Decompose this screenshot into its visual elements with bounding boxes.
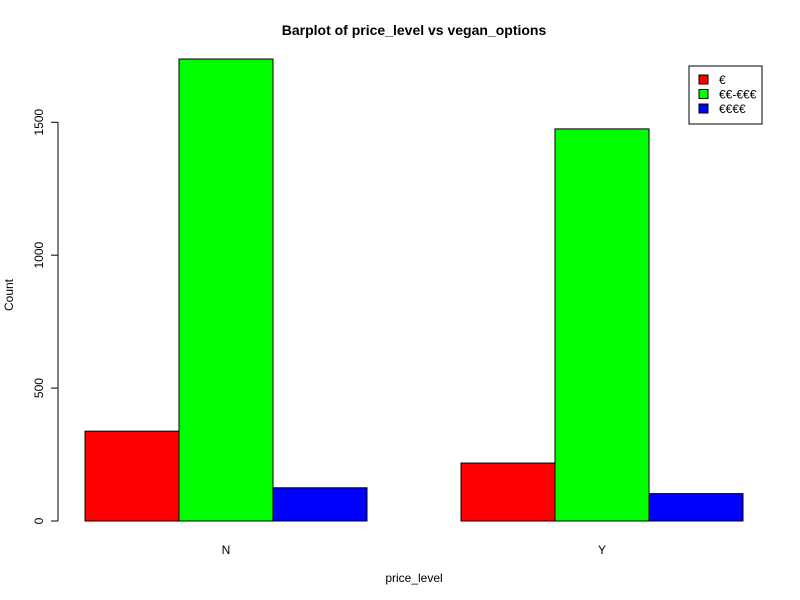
x-tick-label-Y: Y xyxy=(598,543,606,557)
chart-title: Barplot of price_level vs vegan_options xyxy=(282,22,547,38)
legend-swatch-0 xyxy=(698,74,709,85)
bar-Y-series-2 xyxy=(648,493,744,522)
x-axis-label: price_level xyxy=(385,571,442,585)
y-axis: 0 500 1000 1500 xyxy=(32,109,59,524)
bar-N-series-1 xyxy=(178,58,274,522)
y-tick-label: 0 xyxy=(32,517,46,524)
y-tick-label: 1000 xyxy=(32,242,46,269)
x-tick-label-N: N xyxy=(222,543,231,557)
y-axis-label: Count xyxy=(2,278,16,311)
legend: €€€-€€€€€€€ xyxy=(688,65,763,125)
bar-N-series-0 xyxy=(84,430,180,522)
legend-label-0: € xyxy=(719,73,726,87)
legend-swatch-2 xyxy=(698,103,709,114)
y-tick-label: 500 xyxy=(32,378,46,398)
y-tick-label: 1500 xyxy=(32,109,46,136)
bar-Y-series-0 xyxy=(460,462,556,522)
bar-Y-series-1 xyxy=(554,128,650,522)
legend-label-2: €€€€ xyxy=(719,102,746,116)
legend-label-1: €€-€€€ xyxy=(719,88,757,102)
bar-N-series-2 xyxy=(272,487,368,522)
legend-swatch-1 xyxy=(698,89,709,99)
bars xyxy=(84,58,744,522)
